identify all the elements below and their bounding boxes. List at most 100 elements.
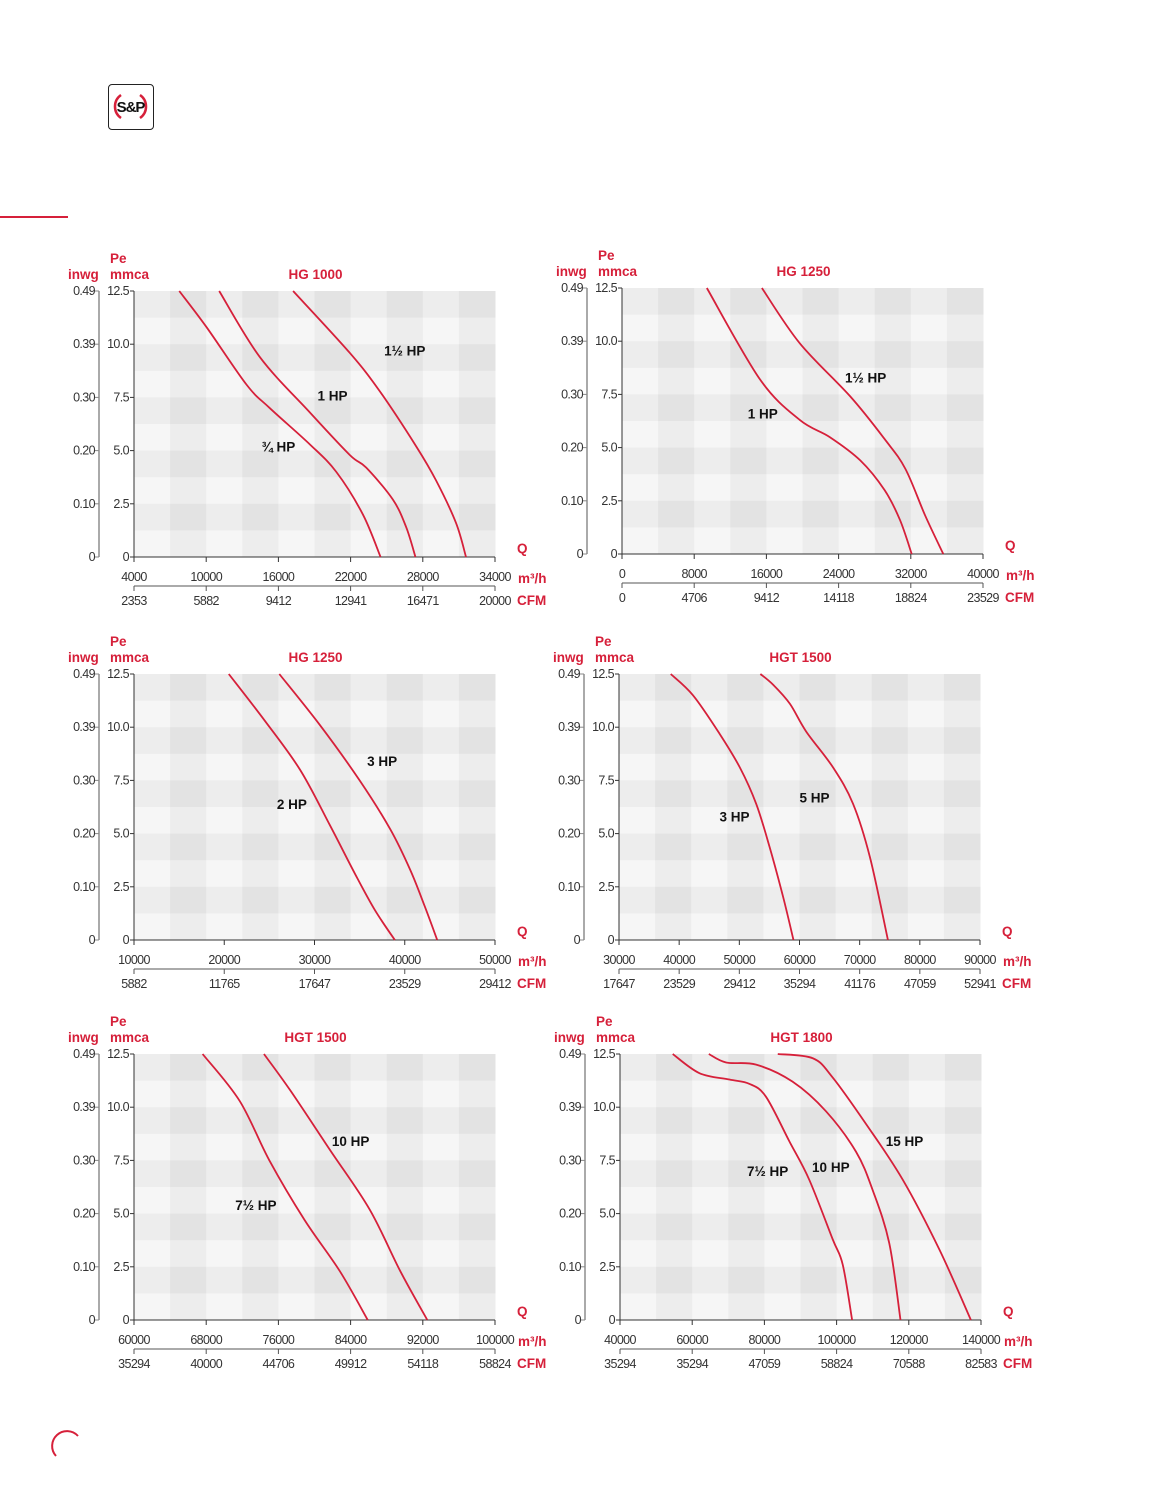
- x-axis-unit-m3h: m³/h: [518, 954, 547, 969]
- grid-cell: [386, 700, 424, 728]
- grid-cell: [134, 1107, 171, 1135]
- grid-cell: [242, 1080, 279, 1108]
- grid-cell: [694, 288, 731, 316]
- grid-cell: [242, 674, 279, 702]
- grid-cell: [206, 1133, 243, 1161]
- x2-tick-label: 5882: [121, 977, 147, 991]
- grid-cell: [350, 1266, 388, 1294]
- y-tick-label: 0: [611, 547, 618, 561]
- grid-cell: [422, 397, 460, 425]
- x2-tick-label: 0: [619, 591, 626, 605]
- grid-cell: [658, 288, 695, 316]
- x2-tick-label: 12941: [335, 594, 367, 608]
- chart-hg1250-a: 002.50.105.00.207.50.3010.00.3912.50.490…: [556, 248, 1035, 605]
- grid-cell: [658, 421, 695, 449]
- grid-cell: [691, 780, 728, 808]
- grid-cell: [170, 370, 207, 398]
- grid-cell: [386, 1054, 424, 1082]
- grid-cell: [727, 807, 764, 835]
- grid-cell: [658, 341, 695, 369]
- grid-cell: [314, 1054, 352, 1082]
- x-axis-title-q: Q: [517, 1304, 528, 1319]
- grid-cell: [907, 833, 945, 861]
- series-label: 3 HP: [367, 754, 397, 769]
- grid-cell: [422, 1133, 460, 1161]
- grid-cell: [134, 753, 171, 781]
- grid-cell: [802, 447, 840, 475]
- chart-panel-3: 0 0 2.5 0.10 5.0 0.20 7.5 0.30 10.0 0.39 12.5 0.49 1…: [60, 633, 560, 1003]
- grid-cell: [730, 288, 767, 316]
- grid-cell: [802, 500, 840, 528]
- grid-cell: [386, 1133, 424, 1161]
- grid-cell: [763, 913, 800, 941]
- grid-cell: [170, 807, 207, 835]
- y-tick-label: 2.5: [601, 494, 617, 508]
- x-tick-label: 120000: [890, 1333, 929, 1347]
- grid-cell: [802, 288, 840, 316]
- grid-cell: [910, 474, 948, 502]
- grid-cell: [763, 727, 800, 755]
- grid-cell: [134, 1293, 171, 1321]
- grid-cell: [314, 1187, 352, 1215]
- grid-cell: [730, 500, 767, 528]
- grid-cell: [314, 1213, 352, 1241]
- grid-cell: [278, 1107, 315, 1135]
- grid-cell: [835, 860, 873, 888]
- grid-cell: [619, 886, 656, 914]
- grid-cell: [170, 1213, 207, 1241]
- grid-cell: [206, 450, 243, 478]
- grid-cell: [764, 1160, 801, 1188]
- chart-title: HGT 1500: [769, 650, 831, 665]
- y-tick-label: 7.5: [599, 1153, 615, 1167]
- grid-cell: [206, 370, 243, 398]
- grid-cell: [838, 288, 876, 316]
- x-tick-label: 30000: [299, 953, 331, 967]
- x2-tick-label: 17647: [299, 977, 331, 991]
- y2-tick-label: 0.10: [558, 880, 581, 894]
- grid-cell: [838, 341, 876, 369]
- grid-cell: [170, 1107, 207, 1135]
- grid-cell: [278, 1160, 315, 1188]
- x2-tick-label: 35294: [784, 977, 816, 991]
- grid-cell: [134, 860, 171, 888]
- y-axis-title-inwg: inwg: [556, 264, 587, 279]
- grid-cell: [242, 860, 279, 888]
- grid-cell: [727, 780, 764, 808]
- grid-cell: [620, 1054, 657, 1082]
- grid-cell: [620, 1266, 657, 1294]
- y-tick-label: 2.5: [113, 497, 129, 511]
- grid-cell: [692, 1240, 729, 1268]
- grid-cell: [458, 397, 496, 425]
- grid-cell: [170, 700, 207, 728]
- plot-background: [622, 288, 984, 555]
- grid-cell: [170, 344, 207, 372]
- grid-cell: [134, 1054, 171, 1082]
- grid-cell: [691, 700, 728, 728]
- grid-cell: [350, 317, 388, 345]
- grid-cell: [766, 447, 803, 475]
- grid-cell: [422, 807, 460, 835]
- x-tick-label: 16000: [263, 570, 295, 584]
- grid-cell: [458, 344, 496, 372]
- grid-cell: [835, 753, 873, 781]
- grid-cell: [622, 500, 659, 528]
- x-tick-label: 100000: [476, 1333, 515, 1347]
- y-tick-label: 10.0: [592, 720, 615, 734]
- x-axis-unit-cfm: CFM: [1003, 1356, 1032, 1371]
- x-axis-unit-m3h: m³/h: [1006, 568, 1035, 583]
- grid-cell: [134, 291, 171, 319]
- grid-cell: [728, 1240, 765, 1268]
- y2-tick-label: 0.10: [73, 497, 96, 511]
- logo-arcs-icon: S&P: [113, 93, 148, 120]
- grid-cell: [314, 397, 352, 425]
- y-tick-label: 10.0: [107, 720, 130, 734]
- series-curve: [228, 673, 396, 941]
- grid-cell: [944, 1160, 982, 1188]
- grid-cell: [656, 1054, 693, 1082]
- x-tick-label: 28000: [407, 570, 439, 584]
- grid-cell: [622, 394, 659, 422]
- grid-cell: [422, 860, 460, 888]
- grid-cell: [799, 780, 837, 808]
- grid-cell: [458, 1213, 496, 1241]
- y2-tick-label: 0: [89, 1313, 96, 1327]
